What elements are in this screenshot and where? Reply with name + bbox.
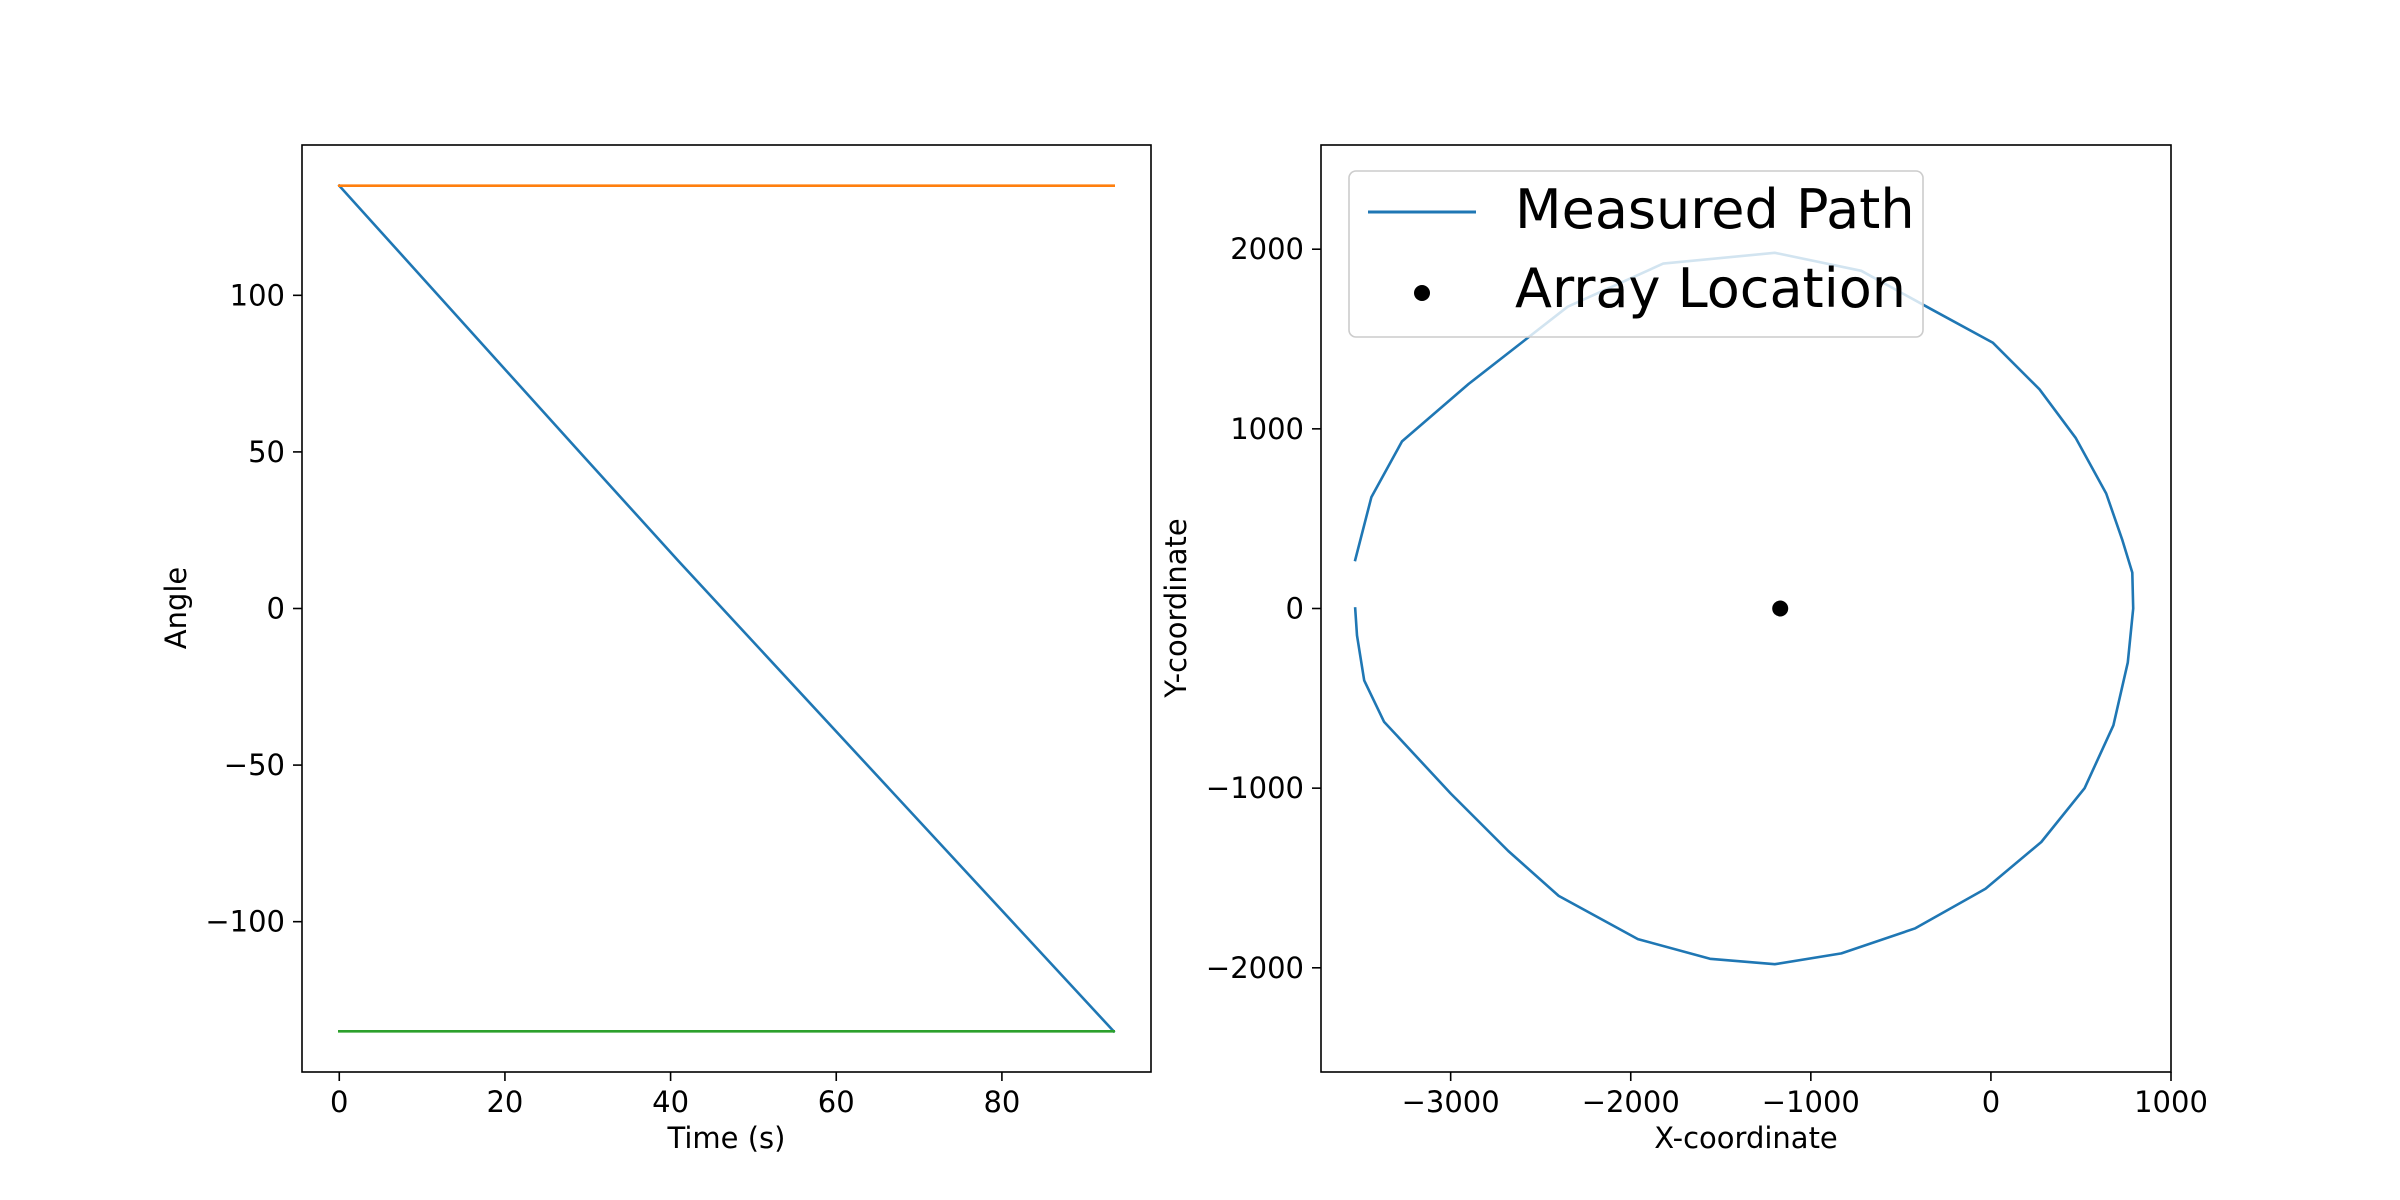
path-plot: −3000 −2000 −1000 0 1000−2000−1000010002000 … [1159, 144, 2208, 1155]
path-plot-frame [1320, 144, 2172, 1073]
angle-ytick-label: 0 [267, 592, 285, 626]
legend-box [1348, 170, 1924, 338]
path-xtick-label: −1000 [1762, 1085, 1860, 1119]
path-plot-ticks: −3000 −2000 −1000 0 1000 −2000 −1000 0 1000 2000 [1206, 232, 2208, 1119]
angle-xtick-label: 80 [983, 1085, 1020, 1119]
path-xtick-label: −3000 [1402, 1085, 1500, 1119]
legend-label-measured-path: Measured Path [1515, 178, 1915, 241]
angle-series-group [337, 183, 1116, 1034]
angle-plot-frame [301, 144, 1152, 1073]
angle-xtick-label: 60 [818, 1085, 855, 1119]
path-plot-ylabel: Y-coordinate [1159, 518, 1193, 698]
path-xtick-label: 1000 [2134, 1085, 2208, 1119]
angle-series-line-0 [337, 183, 1116, 1034]
legend-label-array-location: Array Location [1515, 257, 1906, 320]
path-plot-xlabel: X-coordinate [1654, 1121, 1838, 1155]
angle-ytick-label: 50 [248, 435, 285, 469]
angle-xtick-label: 40 [652, 1085, 689, 1119]
path-xtick-label: 0 [1982, 1085, 2000, 1119]
angle-plot-xlabel: Time (s) [667, 1121, 786, 1155]
angle-ytick-label: −50 [224, 748, 285, 782]
path-ytick-label: 1000 [1230, 412, 1304, 446]
angle-plot-ticks: 0 20 40 60 80 −100 −50 0 50 100 [205, 278, 1020, 1119]
path-xtick-label: −2000 [1582, 1085, 1680, 1119]
path-ytick-label: −2000 [1206, 951, 1304, 985]
path-point-1-0 [1772, 600, 1789, 617]
angle-xtick-label: 0 [330, 1085, 348, 1119]
path-ytick-label: −1000 [1206, 771, 1304, 805]
angle-time-plot: 0 20 40 60 80 −100 −50 0 50 100 Time (s) Angle [159, 144, 1152, 1155]
angle-xtick-label: 20 [486, 1085, 523, 1119]
legend: Measured Path Array Location [1348, 170, 1924, 338]
angle-plot-ylabel: Angle [159, 567, 193, 650]
angle-ytick-label: 100 [230, 278, 285, 312]
path-ytick-label: 2000 [1230, 232, 1304, 266]
legend-dot-icon [1414, 285, 1430, 301]
angle-ytick-label: −100 [205, 905, 285, 939]
path-series-group [1353, 251, 2135, 966]
path-series-line-0 [1353, 251, 2135, 966]
path-ytick-label: 0 [1286, 592, 1304, 626]
